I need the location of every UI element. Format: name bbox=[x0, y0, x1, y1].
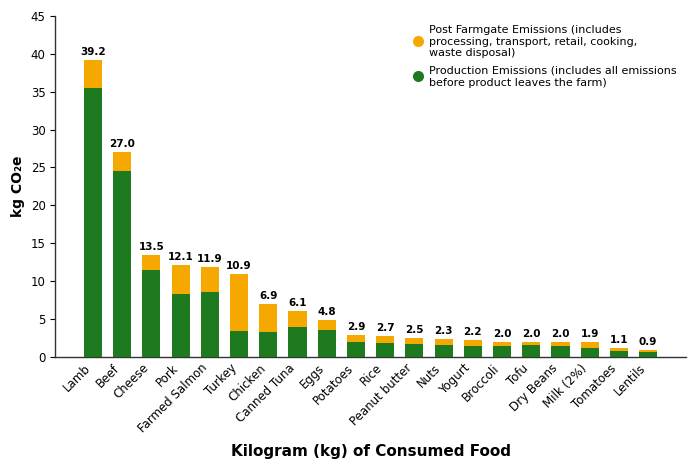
Text: 2.0: 2.0 bbox=[522, 329, 541, 338]
Bar bbox=[171, 294, 190, 357]
Bar bbox=[259, 305, 277, 332]
Bar bbox=[230, 274, 248, 331]
Text: 1.9: 1.9 bbox=[581, 329, 599, 339]
Bar bbox=[522, 345, 540, 357]
Text: 2.9: 2.9 bbox=[347, 322, 365, 332]
Bar bbox=[493, 346, 511, 357]
Text: 11.9: 11.9 bbox=[197, 254, 222, 264]
Text: 2.3: 2.3 bbox=[434, 326, 453, 336]
Bar bbox=[464, 346, 482, 357]
Bar bbox=[289, 327, 307, 357]
Bar bbox=[581, 348, 599, 357]
Bar bbox=[581, 342, 599, 348]
Bar bbox=[464, 340, 482, 346]
Bar bbox=[347, 342, 365, 357]
Bar bbox=[551, 342, 569, 346]
Bar bbox=[259, 332, 277, 357]
Bar bbox=[84, 88, 102, 357]
Text: 2.7: 2.7 bbox=[376, 323, 395, 333]
Bar bbox=[639, 352, 657, 357]
Bar bbox=[318, 330, 336, 357]
Bar bbox=[406, 344, 424, 357]
Text: 0.9: 0.9 bbox=[639, 337, 657, 347]
Bar bbox=[376, 343, 395, 357]
Bar bbox=[289, 311, 307, 327]
Text: 1.1: 1.1 bbox=[610, 336, 628, 345]
Bar bbox=[434, 339, 452, 345]
Text: 4.8: 4.8 bbox=[317, 307, 336, 317]
Bar bbox=[522, 342, 540, 345]
Bar bbox=[639, 350, 657, 352]
Bar bbox=[318, 321, 336, 330]
Bar bbox=[493, 342, 511, 346]
Text: 2.0: 2.0 bbox=[493, 329, 512, 338]
Text: 12.1: 12.1 bbox=[168, 252, 194, 262]
Bar bbox=[610, 348, 628, 352]
Text: 39.2: 39.2 bbox=[80, 47, 106, 57]
Text: 2.0: 2.0 bbox=[551, 329, 569, 338]
Legend: Post Farmgate Emissions (includes
processing, transport, retail, cooking,
waste : Post Farmgate Emissions (includes proces… bbox=[409, 22, 680, 91]
Text: 13.5: 13.5 bbox=[139, 242, 164, 251]
Bar bbox=[142, 270, 160, 357]
Y-axis label: kg CO₂e: kg CO₂e bbox=[11, 156, 25, 217]
Bar bbox=[201, 266, 219, 292]
Bar bbox=[347, 335, 365, 342]
Bar bbox=[113, 152, 131, 171]
Bar bbox=[376, 336, 395, 343]
Bar bbox=[610, 352, 628, 357]
Text: 2.5: 2.5 bbox=[405, 325, 424, 335]
Bar bbox=[84, 60, 102, 88]
Bar bbox=[406, 338, 424, 344]
Bar bbox=[142, 255, 160, 270]
X-axis label: Kilogram (kg) of Consumed Food: Kilogram (kg) of Consumed Food bbox=[231, 444, 511, 459]
Text: 10.9: 10.9 bbox=[227, 261, 252, 271]
Bar bbox=[171, 265, 190, 294]
Bar bbox=[551, 346, 569, 357]
Text: 27.0: 27.0 bbox=[109, 139, 135, 149]
Text: 2.2: 2.2 bbox=[464, 327, 482, 337]
Bar bbox=[230, 331, 248, 357]
Bar bbox=[434, 345, 452, 357]
Bar bbox=[113, 171, 131, 357]
Text: 6.1: 6.1 bbox=[289, 298, 307, 307]
Text: 6.9: 6.9 bbox=[259, 291, 277, 301]
Bar bbox=[201, 292, 219, 357]
